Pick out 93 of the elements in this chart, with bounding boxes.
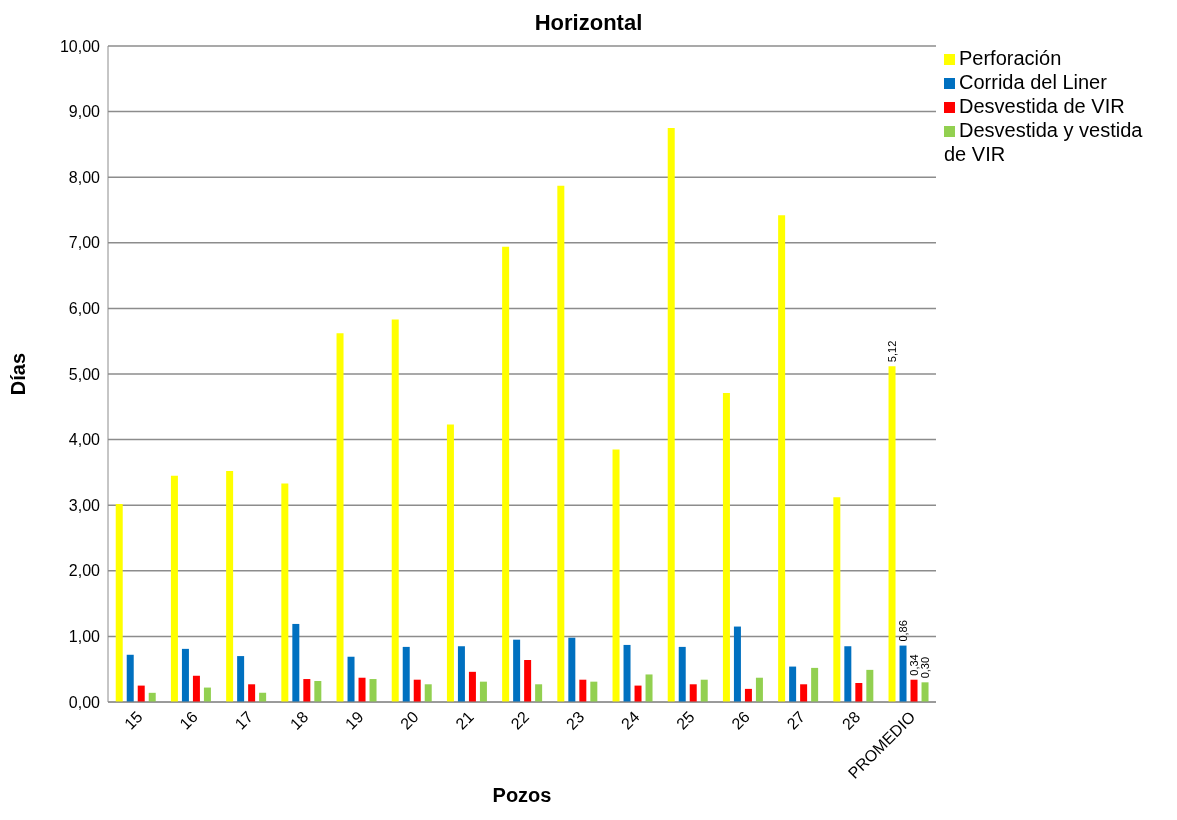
- bar: [468, 671, 476, 702]
- bar: [590, 681, 598, 702]
- bar: [314, 681, 322, 702]
- x-tick-label: 22: [507, 708, 533, 733]
- x-tick-label: 15: [121, 708, 146, 733]
- bar: [811, 667, 819, 702]
- bar: [579, 679, 587, 702]
- bar: [855, 682, 863, 702]
- bar: [910, 679, 918, 702]
- bar: [281, 483, 289, 702]
- bar: [778, 215, 786, 702]
- legend-label: Desvestida de VIR: [959, 95, 1125, 117]
- bar: [733, 626, 741, 702]
- bar: [888, 366, 896, 702]
- bar: [513, 639, 521, 702]
- bar: [755, 677, 763, 702]
- bar: [612, 449, 620, 702]
- x-tick-label: 25: [673, 708, 698, 733]
- bar: [800, 684, 808, 702]
- bar: [479, 681, 487, 702]
- y-tick-label: 3,00: [68, 496, 101, 514]
- bar: [248, 684, 256, 702]
- bar: [402, 646, 410, 702]
- y-axis-title: Días: [7, 352, 30, 396]
- x-tick-label: 23: [562, 708, 588, 733]
- bar: [115, 503, 123, 702]
- bar: [126, 654, 134, 702]
- bar: [358, 677, 366, 702]
- y-tick-label: 0,00: [68, 693, 101, 711]
- bar: [192, 675, 200, 702]
- bar: [137, 685, 145, 702]
- y-tick-label: 5,00: [68, 365, 101, 383]
- y-tick-label: 4,00: [68, 431, 101, 449]
- y-tick-label: 2,00: [68, 562, 101, 580]
- x-tick-label: 27: [783, 708, 809, 733]
- bar: [744, 688, 752, 702]
- bar: [457, 646, 465, 702]
- y-tick-label: 6,00: [68, 300, 101, 318]
- bar: [722, 393, 730, 702]
- y-tick-label: 9,00: [68, 103, 101, 121]
- x-tick-label: 17: [231, 708, 257, 733]
- y-tick-label: 1,00: [68, 628, 101, 646]
- bar: [700, 679, 708, 702]
- bar: [303, 679, 311, 702]
- bar: [424, 684, 432, 702]
- x-axis-title: Pozos: [492, 784, 552, 806]
- bar: [557, 185, 565, 702]
- data-label: 0,86: [897, 620, 910, 642]
- bar: [181, 648, 189, 702]
- x-tick-label: 16: [176, 708, 202, 733]
- x-tick-label: 21: [452, 708, 478, 733]
- x-tick-label: 18: [286, 708, 312, 733]
- bar: [347, 656, 355, 702]
- bar: [921, 682, 929, 702]
- bar: [413, 679, 421, 702]
- legend-label: Corrida del Liner: [959, 71, 1107, 93]
- bar: [623, 644, 631, 702]
- chart-title: Horizontal: [533, 9, 644, 37]
- x-tick-label: 19: [341, 708, 367, 733]
- y-tick-label: 7,00: [68, 234, 101, 252]
- x-tick-label: 26: [728, 708, 754, 733]
- legend-label: Perforación: [959, 47, 1062, 69]
- bar: [226, 471, 234, 702]
- bar: [689, 684, 697, 702]
- bar: [502, 246, 510, 702]
- bar: [789, 666, 797, 702]
- bar: [833, 497, 841, 702]
- x-tick-label: 20: [397, 708, 422, 733]
- bar: [391, 319, 399, 702]
- data-label: 0,34: [908, 654, 921, 676]
- legend-label: Desvestida y vestida de VIR: [944, 119, 1143, 165]
- y-tick-label: 10,00: [59, 37, 101, 55]
- bar: [292, 623, 300, 702]
- bar: [170, 475, 178, 702]
- bar: [866, 669, 874, 702]
- bar: [844, 646, 852, 702]
- bar: [634, 685, 642, 702]
- bar: [645, 674, 653, 702]
- bar: [336, 333, 344, 702]
- bar: [535, 684, 543, 702]
- data-label: 5,12: [886, 340, 899, 363]
- data-label: 0,30: [919, 656, 932, 679]
- bar: [899, 645, 907, 702]
- bar: [678, 646, 686, 702]
- bar: [568, 637, 576, 702]
- bar: [524, 660, 532, 702]
- bar: [369, 679, 377, 702]
- x-tick-label: 24: [617, 708, 643, 733]
- bar: [446, 424, 454, 702]
- bar: [203, 687, 211, 702]
- y-tick-label: 8,00: [68, 168, 101, 186]
- bar: [237, 656, 245, 702]
- bar: [667, 128, 675, 702]
